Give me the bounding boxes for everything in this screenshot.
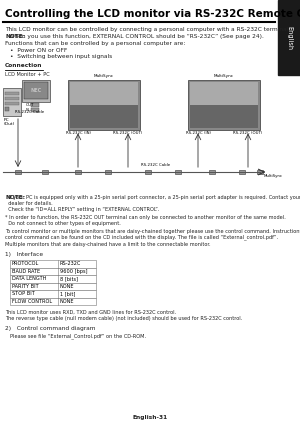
Text: RS-232C Cable: RS-232C Cable	[15, 110, 45, 114]
Text: 8 [bits]: 8 [bits]	[59, 276, 77, 281]
Bar	[70, 82, 138, 105]
Bar	[15, 170, 21, 174]
Text: RS-232C Cable: RS-232C Cable	[141, 163, 171, 167]
Text: This LCD monitor can be controlled by connecting a personal computer with a RS-2: This LCD monitor can be controlled by co…	[5, 27, 290, 32]
Text: Functions that can be controlled by a personal computer are:: Functions that can be controlled by a pe…	[5, 41, 185, 46]
Text: Connection: Connection	[5, 63, 43, 68]
Text: •  Power ON or OFF: • Power ON or OFF	[10, 48, 67, 53]
Text: PC: PC	[4, 118, 10, 122]
Bar	[190, 82, 258, 105]
Text: IN: IN	[26, 108, 30, 112]
Bar	[278, 0, 300, 75]
Bar	[257, 170, 263, 174]
Text: PARITY BIT: PARITY BIT	[11, 284, 38, 289]
Text: Do not connect to other types of equipment.: Do not connect to other types of equipme…	[5, 220, 121, 226]
Text: BAUD RATE: BAUD RATE	[11, 269, 40, 274]
Bar	[22, 80, 50, 102]
Text: dealer for details.: dealer for details.	[5, 201, 53, 206]
Text: NEC: NEC	[30, 87, 42, 92]
Bar	[10, 275, 96, 282]
Bar	[188, 80, 260, 130]
Text: English-31: English-31	[132, 415, 168, 420]
Bar	[42, 170, 48, 174]
Text: MultiSync: MultiSync	[94, 75, 114, 78]
Bar	[75, 170, 81, 174]
Text: control command can be found on the CD included with the display. The file is ca: control command can be found on the CD i…	[5, 234, 278, 240]
Text: RS-232C (OUT): RS-232C (OUT)	[233, 131, 263, 136]
Text: NOTE:: NOTE:	[5, 34, 25, 39]
Text: English: English	[286, 26, 292, 50]
Bar	[5, 97, 19, 100]
Text: Controlling the LCD monitor via RS-232C Remote Control: Controlling the LCD monitor via RS-232C …	[5, 9, 300, 19]
Bar	[10, 298, 96, 305]
Bar	[5, 102, 19, 105]
Bar	[209, 170, 215, 174]
Text: RS-232C (IN): RS-232C (IN)	[185, 131, 211, 136]
Text: The reverse type cable (null modem cable) (not included) should be used for RS-2: The reverse type cable (null modem cable…	[5, 316, 242, 321]
Text: If your PC is equipped only with a 25-pin serial port connector, a 25-pin serial: If your PC is equipped only with a 25-pi…	[5, 195, 300, 200]
Text: Please see file “External_Control.pdf” on the CD-ROM.: Please see file “External_Control.pdf” o…	[10, 333, 146, 339]
Text: Multiple monitors that are daisy-chained have a limit to the connectable monitor: Multiple monitors that are daisy-chained…	[5, 242, 211, 247]
Bar	[70, 105, 138, 128]
Text: RS-232C (IN): RS-232C (IN)	[65, 131, 91, 136]
Text: * In order to function, the RS-232C OUT terminal can only be connected to anothe: * In order to function, the RS-232C OUT …	[5, 215, 286, 220]
Bar	[145, 170, 151, 174]
Text: NONE: NONE	[59, 299, 74, 304]
Text: RS-232C (OUT): RS-232C (OUT)	[113, 131, 143, 136]
Bar	[31, 103, 39, 106]
Bar	[190, 105, 258, 128]
Text: 1 [bit]: 1 [bit]	[59, 291, 75, 296]
Text: RS-232C: RS-232C	[59, 261, 81, 266]
Text: 1)   Interface: 1) Interface	[5, 252, 43, 257]
Bar	[175, 170, 181, 174]
Text: This LCD monitor uses RXD, TXD and GND lines for RS-232C control.: This LCD monitor uses RXD, TXD and GND l…	[5, 310, 176, 315]
Bar	[68, 80, 140, 130]
Text: To control monitor or multiple monitors that are daisy-chained together please u: To control monitor or multiple monitors …	[5, 229, 300, 234]
Text: •  Switching between input signals: • Switching between input signals	[10, 54, 112, 59]
Bar	[3, 88, 21, 116]
Text: OUT: OUT	[26, 103, 34, 106]
Text: (Out): (Out)	[4, 122, 15, 126]
Bar	[31, 108, 39, 112]
Bar	[105, 170, 111, 174]
Text: NOTE:: NOTE:	[5, 195, 25, 200]
Bar	[5, 107, 9, 111]
Text: Check the “ID=ALL REPLY” setting in “EXTERNAL CONTROL”.: Check the “ID=ALL REPLY” setting in “EXT…	[5, 207, 160, 212]
Text: LCD Monitor + PC: LCD Monitor + PC	[5, 72, 50, 77]
Bar	[24, 82, 48, 99]
Bar	[239, 170, 245, 174]
Bar	[10, 260, 96, 268]
Text: FLOW CONTROL: FLOW CONTROL	[11, 299, 52, 304]
Bar	[10, 290, 96, 298]
Text: DATA LENGTH: DATA LENGTH	[11, 276, 46, 281]
Text: MultiSync: MultiSync	[264, 174, 283, 178]
Text: When you use this function, EXTERNAL CONTROL should be “RS-232C” (See page 24).: When you use this function, EXTERNAL CON…	[5, 34, 264, 39]
Text: MultiSync: MultiSync	[214, 75, 234, 78]
Text: STOP BIT: STOP BIT	[11, 291, 34, 296]
Text: 9600 [bps]: 9600 [bps]	[59, 269, 87, 274]
Text: 2)   Control command diagram: 2) Control command diagram	[5, 326, 95, 331]
Text: NONE: NONE	[59, 284, 74, 289]
Bar	[10, 282, 96, 290]
Text: PROTOCOL: PROTOCOL	[11, 261, 39, 266]
Bar	[5, 92, 19, 95]
Bar	[10, 268, 96, 275]
